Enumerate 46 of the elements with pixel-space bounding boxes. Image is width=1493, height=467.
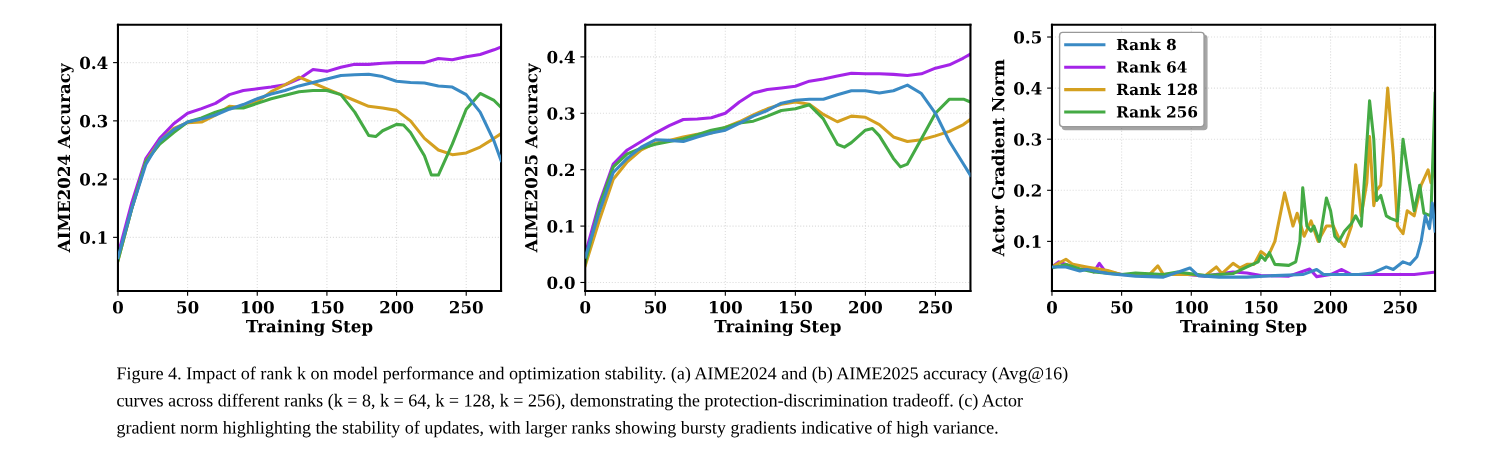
legend-label: Rank 128	[1116, 83, 1198, 96]
x-tick-label: 50	[177, 300, 199, 314]
x-tick-label: 0	[580, 300, 591, 314]
x-tick-label: 50	[1111, 300, 1133, 314]
line-series	[1051, 201, 1436, 279]
y-axis-title: Actor Gradient Norm	[991, 59, 1005, 257]
y-tick-label: 0.2	[1014, 184, 1041, 197]
x-tick-label: 200	[849, 300, 883, 314]
y-tick-label: 0.4	[547, 50, 575, 64]
x-axis-title: Training Step	[1180, 319, 1307, 336]
y-tick-label: 0.3	[80, 114, 108, 128]
y-tick-label: 0.1	[547, 220, 574, 233]
legend-label: Rank 256	[1116, 105, 1198, 118]
x-tick-label: 0	[1046, 300, 1057, 314]
x-tick-label: 100	[709, 300, 742, 314]
x-tick-label: 0	[112, 300, 123, 314]
text: curves across different ranks (k = 8, k = 64, k = 128, k = 256), demonstrating the protection-discrimination tradeoff. (c) Actor	[117, 393, 1023, 411]
y-tick-label: 0.4	[1014, 82, 1042, 95]
y-tick-label: 0.2	[80, 173, 107, 186]
y-axis-title: AIME2024 Accuracy	[57, 63, 74, 253]
x-tick-label: 200	[380, 300, 414, 314]
legend-label: Rank 8	[1116, 38, 1176, 51]
y-tick-label: 0.1	[80, 231, 107, 244]
x-tick-label: 100	[241, 300, 274, 314]
text: gradient norm highlighting the stability of updates, with larger ranks showing bursty gradients indicative of high variance.	[117, 420, 998, 438]
x-axis-title: Training Step	[246, 319, 373, 336]
y-tick-label: 0.2	[547, 163, 575, 177]
x-tick-label: 100	[1175, 300, 1208, 314]
y-tick-label: 0.3	[547, 107, 575, 120]
caption: Figure 4. Impact of rank k on model performance and optimization stability. (a) AIME2024 and (b) AIME2025 accuracy (Avg@16)	[116, 366, 1068, 384]
y-tick-label: 0.4	[80, 56, 108, 70]
y-tick-label: 0.0	[547, 276, 575, 290]
x-tick-label: 50	[645, 300, 667, 314]
y-tick-label: 0.1	[1014, 235, 1041, 248]
y-tick-label: 0.3	[1014, 133, 1042, 146]
x-tick-label: 150	[780, 300, 812, 314]
x-tick-label: 150	[1245, 300, 1278, 314]
x-tick-label: 250	[919, 300, 953, 314]
legend-label: Rank 64	[1116, 60, 1187, 73]
x-tick-label: 150	[311, 300, 344, 314]
y-tick-label: 0.5	[1014, 30, 1041, 44]
x-tick-label: 250	[1383, 300, 1417, 314]
x-tick-label: 200	[1314, 300, 1348, 314]
x-tick-label: 250	[449, 300, 483, 314]
y-axis-title: AIME2025 Accuracy	[524, 63, 541, 253]
x-axis-title: Training Step	[714, 319, 841, 336]
